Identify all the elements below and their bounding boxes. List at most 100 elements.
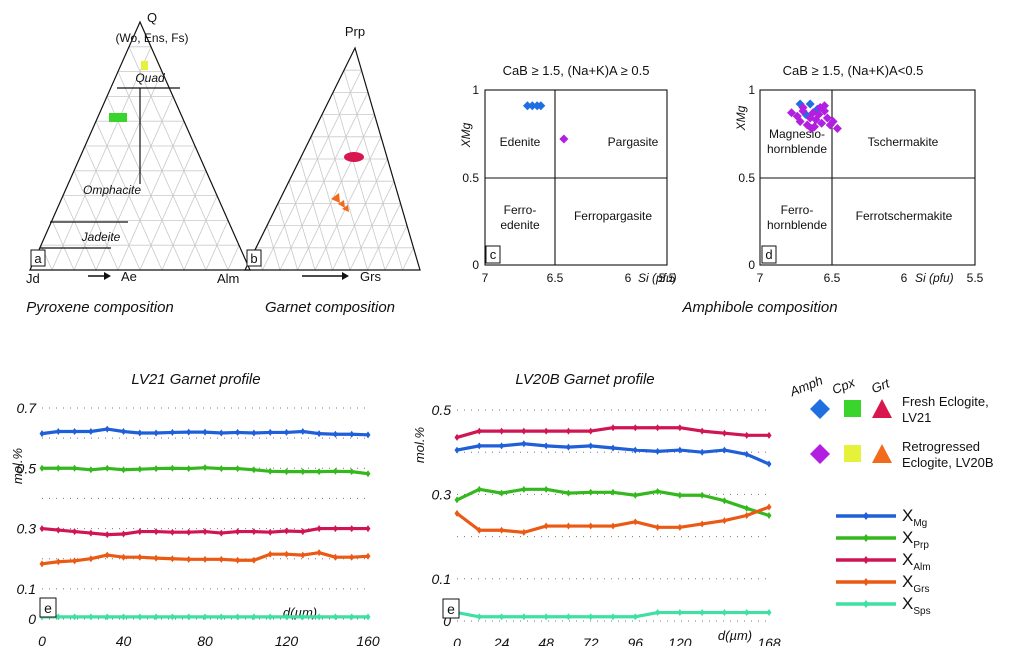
pyroxene-ternary: Q (Wo, Ens, Fs) Quad Omphacite Jadeite a…	[26, 10, 251, 316]
ternary-gridline	[227, 245, 240, 271]
profile-point	[610, 424, 616, 432]
legend-series-marker	[863, 556, 869, 564]
profile-point	[316, 549, 322, 557]
lv20b-series	[454, 424, 772, 621]
profile-point	[235, 528, 241, 536]
amphibole-panel-c: CaB ≥ 1.5, (Na+K)A ≥ 0.5 XMg 1 0.5 0 7 6…	[459, 63, 677, 285]
ternary-gridline	[95, 96, 174, 271]
amph-d-xlabel: Si (pfu)	[915, 271, 954, 285]
lv20b-panel-letter: e	[447, 601, 455, 617]
profile-point	[72, 557, 78, 565]
profile-point	[104, 551, 110, 559]
profile-point	[153, 528, 159, 536]
profile-xtick-label: 72	[583, 635, 599, 646]
garnet-retro-grt-point	[331, 193, 340, 203]
profile-point	[476, 613, 482, 621]
profile-point	[55, 613, 61, 621]
amph-c-xtick: 6.5	[547, 271, 564, 285]
profile-point	[454, 446, 460, 454]
profile-point	[72, 528, 78, 536]
profile-point	[766, 512, 772, 519]
profile-point	[699, 448, 705, 456]
ternary-gridline	[402, 247, 414, 271]
profile-point	[300, 528, 306, 536]
profile-point	[137, 613, 143, 621]
pyroxene-apex-top: Q	[147, 10, 157, 25]
legend-series-marker	[863, 578, 869, 586]
pyroxene-arrow-head	[104, 272, 111, 280]
profile-point	[88, 466, 94, 474]
lv20b-panel-letter-box	[442, 598, 460, 619]
amphibole-point	[795, 117, 805, 126]
profile-point	[565, 443, 571, 451]
profile-point	[349, 430, 355, 438]
profile-point	[235, 613, 241, 621]
amph-c-xtick: 7	[482, 271, 489, 285]
profile-point	[316, 525, 322, 533]
amph-c-ytick: 0	[472, 258, 479, 272]
profile-point	[655, 609, 661, 617]
legend-retro-line2: Eclogite, LV20B	[902, 455, 994, 470]
profile-point	[121, 553, 126, 561]
profile-point	[300, 428, 306, 436]
profile-point	[476, 442, 482, 450]
amph-d-field-ferrotschermakite: Ferrotschermakite	[856, 209, 953, 223]
lv20b-ylabel: mol.%	[412, 427, 427, 463]
profile-point	[349, 468, 355, 476]
profile-ytick-label: 0.7	[17, 400, 38, 416]
profile-point	[137, 528, 143, 536]
lv21-ylabel: mol.%	[10, 448, 25, 484]
profile-point	[88, 428, 94, 436]
amph-c-field-ferroedenite-2: edenite	[500, 218, 540, 232]
profile-point	[744, 609, 750, 617]
profile-point	[632, 491, 638, 499]
profile-point	[610, 444, 616, 452]
profile-point	[365, 552, 371, 560]
amph-d-ytick: 0.5	[738, 171, 755, 185]
profile-point	[267, 428, 273, 436]
profile-point	[365, 525, 371, 533]
profile-point	[300, 468, 306, 476]
profile-point	[632, 446, 638, 454]
profile-xtick-label: 120	[668, 635, 692, 646]
profile-point	[186, 613, 192, 621]
profile-point	[721, 497, 727, 505]
pyroxene-field-quad: Quad	[135, 71, 165, 85]
pyroxene-apex-right: Ae	[121, 269, 137, 284]
profile-ytick-label: 0	[443, 613, 451, 629]
profile-point	[744, 450, 750, 458]
amph-d-panel-letter-box	[761, 245, 777, 264]
ternary-gridline	[321, 114, 368, 271]
ternary-gridline	[343, 70, 403, 271]
profile-lv20b: LV20B Garnet profile mol.% 0 0.1 0.3 0.5 0 2…	[412, 371, 781, 646]
profile-point	[72, 428, 78, 436]
profile-point	[153, 465, 159, 473]
profile-point	[632, 613, 638, 621]
profile-point	[677, 446, 683, 454]
ternary-gridline	[84, 145, 141, 271]
legend-series-subscript: Alm	[913, 562, 930, 573]
profile-point	[316, 430, 322, 438]
ternary-gridline	[161, 170, 207, 271]
profile-point	[137, 465, 143, 473]
profile-point	[218, 613, 224, 621]
profile-point	[699, 427, 705, 435]
amphibole-point	[820, 101, 829, 111]
lv20b-title: LV20B Garnet profile	[515, 371, 654, 388]
profile-point	[699, 491, 705, 499]
profile-point	[543, 427, 549, 435]
amphibole-point	[828, 117, 838, 126]
profile-point	[766, 609, 772, 617]
profile-point	[543, 485, 549, 493]
amph-d-field-tschermakite: Tschermakite	[868, 135, 939, 149]
ternary-gridline	[139, 145, 196, 271]
lv21-panel-letter-box	[39, 597, 57, 618]
profile-point	[454, 509, 460, 517]
profile-point	[300, 551, 306, 559]
garnet-arrow-head	[342, 272, 349, 280]
profile-point	[499, 489, 505, 497]
profile-point	[655, 447, 661, 455]
amph-c-field-pargasite: Pargasite	[608, 135, 659, 149]
profile-point	[284, 613, 289, 621]
